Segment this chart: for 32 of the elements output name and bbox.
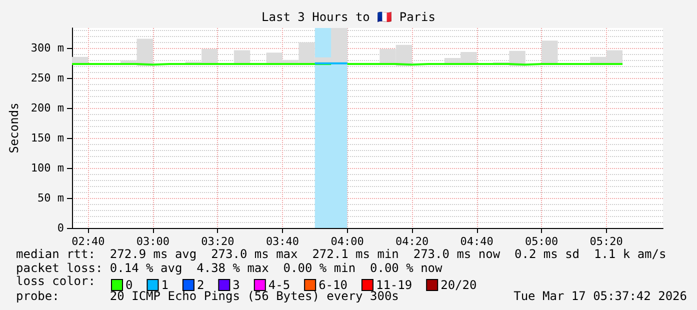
x-tick-label: 04:20 bbox=[395, 235, 429, 248]
chart-title: Last 3 Hours to 🇫🇷 Paris bbox=[262, 10, 436, 24]
y-tick-label: 150 m bbox=[30, 131, 64, 144]
x-tick-label: 05:00 bbox=[525, 235, 558, 248]
legend-label: 3 bbox=[232, 278, 240, 292]
x-tick-label: 03:00 bbox=[136, 235, 170, 248]
legend-label: 2 bbox=[196, 278, 204, 292]
x-tick-label: 04:40 bbox=[460, 235, 494, 248]
y-tick-label: 100 m bbox=[30, 161, 64, 174]
text: probe: 20 ICMP Echo Pings (56 Bytes) every 300s bbox=[16, 289, 399, 303]
y-tick-label: 250 m bbox=[30, 71, 64, 84]
text: Tue Mar 17 05:37:42 2026 bbox=[514, 289, 687, 303]
bar bbox=[542, 40, 558, 65]
x-tick-label: 04:00 bbox=[330, 235, 364, 248]
legend-label: 6-10 bbox=[318, 278, 348, 292]
legend-label: 1 bbox=[161, 278, 168, 292]
y-tick-label: 300 m bbox=[30, 41, 64, 54]
text: packet loss: 0.14 % avg 4.38 % max 0.00 % min 0.00 % now bbox=[16, 261, 444, 275]
y-tick-label: 0 bbox=[57, 222, 64, 234]
x-tick-label: 02:40 bbox=[72, 235, 105, 248]
legend-label: 0 bbox=[126, 278, 133, 292]
legend-title: loss color: bbox=[16, 274, 96, 288]
legend-label: 20/20 bbox=[440, 278, 477, 292]
x-tick-label: 03:40 bbox=[266, 235, 300, 248]
y-tick-label: 50 m bbox=[38, 191, 64, 204]
y-tick-label: 200 m bbox=[30, 101, 64, 114]
legend-label: 4-5 bbox=[268, 278, 290, 292]
y-axis-title: Seconds bbox=[7, 102, 21, 154]
text: median rtt: 272.9 ms avg 273.0 ms max 272.1 ms min 273.0 ms now 0.2 ms sd 1.1 k am/s bbox=[16, 247, 666, 261]
x-tick-label: 05:20 bbox=[590, 235, 623, 248]
legend-label: 11-19 bbox=[376, 278, 412, 292]
x-tick-label: 03:20 bbox=[201, 235, 234, 248]
